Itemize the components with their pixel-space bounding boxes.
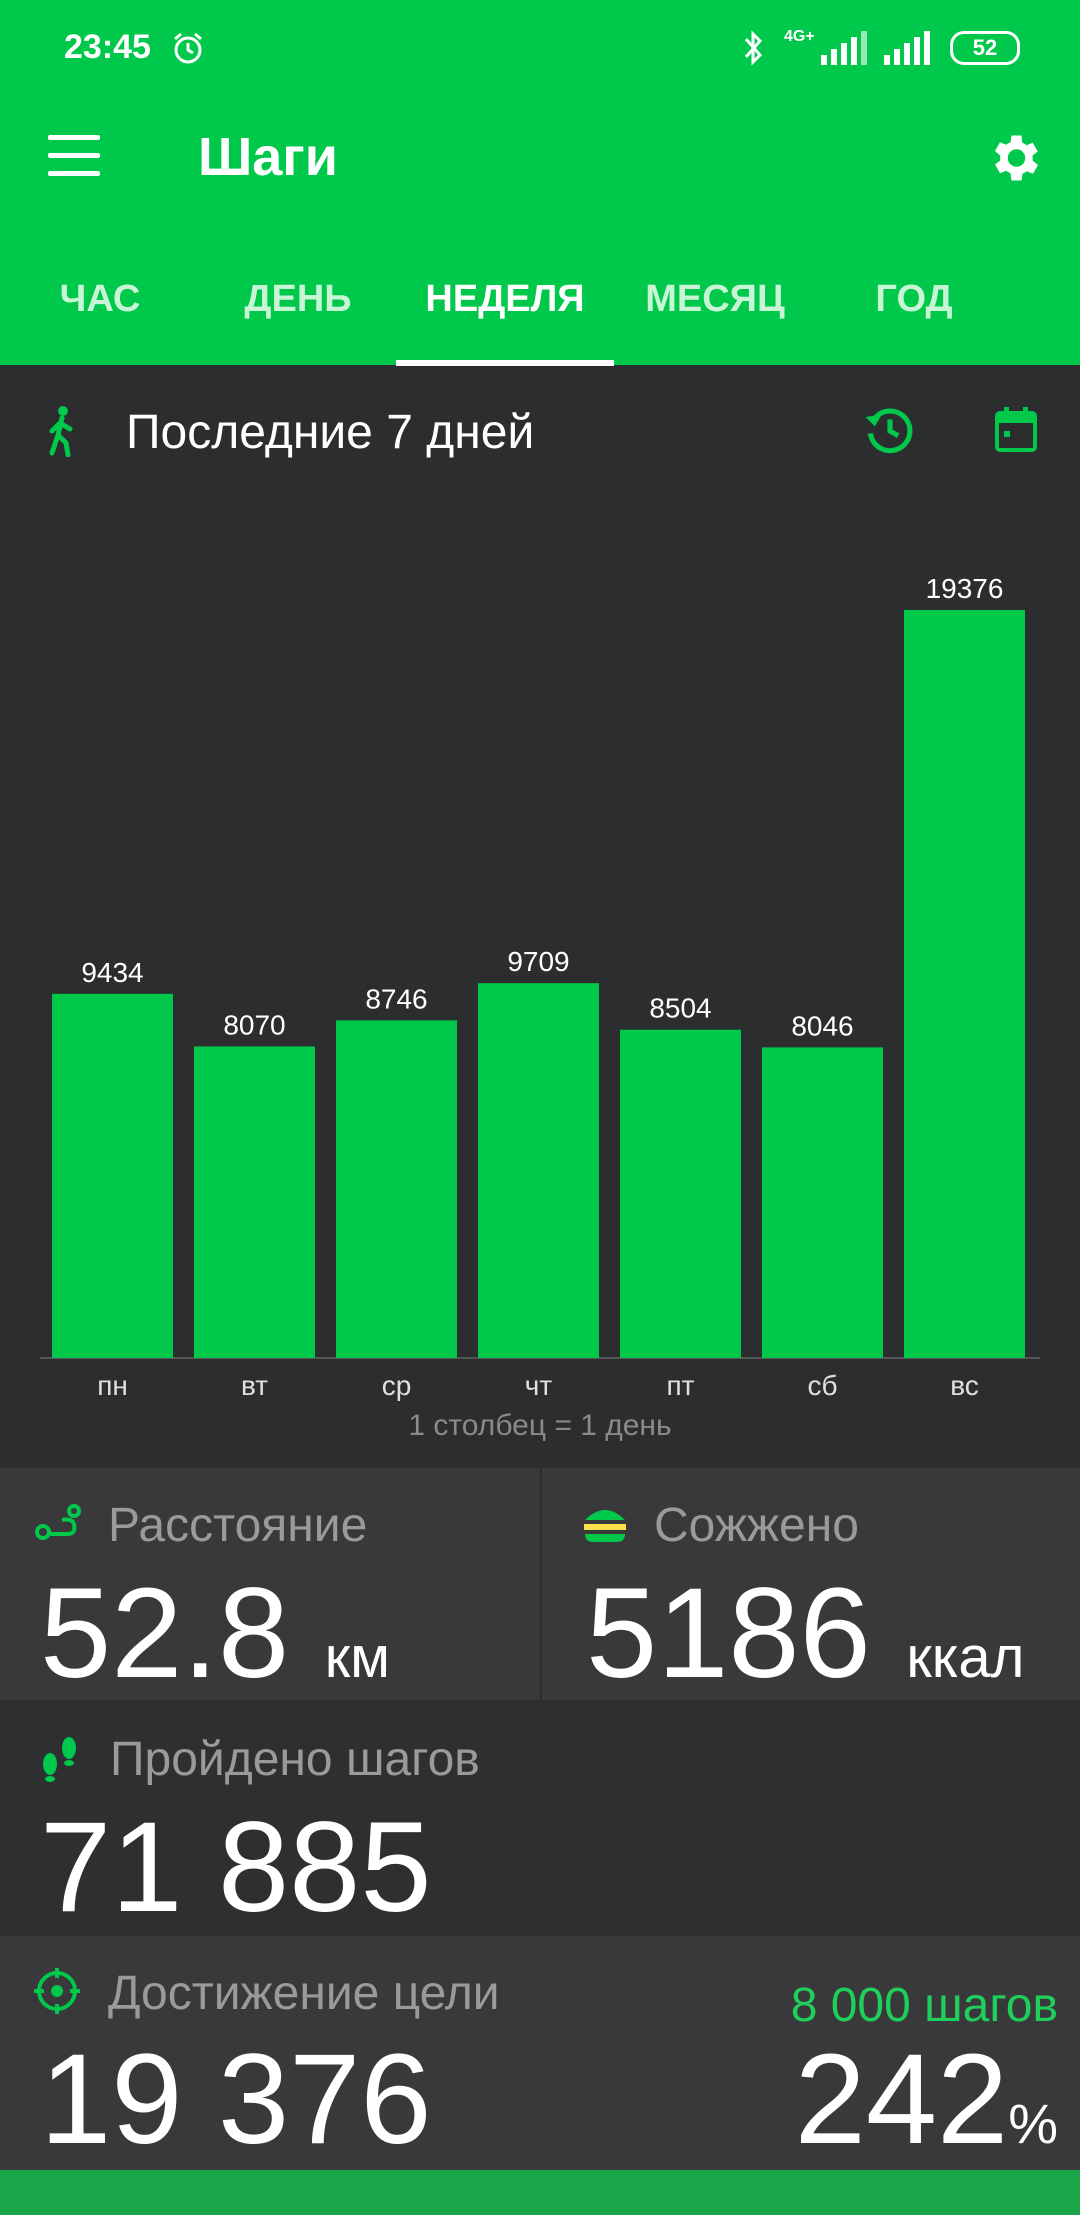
battery-level: 52 xyxy=(972,35,998,60)
tab-month[interactable]: МЕСЯЦ xyxy=(645,278,785,320)
distance-value: 52.8 xyxy=(40,1562,290,1705)
history-icon[interactable] xyxy=(862,403,918,459)
bar-пт[interactable] xyxy=(620,1029,741,1358)
burger-icon xyxy=(584,1510,626,1542)
calories-unit: ккал xyxy=(906,1625,1025,1690)
x-tick-label: вс xyxy=(950,1370,979,1401)
bar-value-label: 19376 xyxy=(926,573,1004,604)
walking-person-icon xyxy=(49,406,73,457)
tab-week[interactable]: НЕДЕЛЯ xyxy=(425,278,585,320)
signal-icon xyxy=(821,31,868,65)
x-tick-label: сб xyxy=(807,1370,837,1401)
bluetooth-icon xyxy=(744,30,762,66)
calendar-icon[interactable] xyxy=(994,405,1038,453)
goal-percent-sign: % xyxy=(1008,2092,1058,2155)
calories-value: 5186 xyxy=(586,1562,871,1705)
bar-вс[interactable] xyxy=(904,610,1025,1358)
range-title: Последние 7 дней xyxy=(126,406,535,459)
tab-year[interactable]: ГОД xyxy=(875,278,953,320)
signal-icon-2 xyxy=(883,31,930,65)
goal-card: Достижение цели 8 000 шагов 19 376 242% xyxy=(0,1936,1080,2170)
menu-button[interactable] xyxy=(48,135,104,179)
steps-value: 71 885 xyxy=(40,1796,432,1939)
distance-card: Расстояние 52.8 км xyxy=(0,1468,540,1700)
bar-вт[interactable] xyxy=(194,1046,315,1358)
bar-чт[interactable] xyxy=(478,983,599,1358)
bar-пн[interactable] xyxy=(52,993,173,1358)
app-bar: 23:45 4G+ 52 xyxy=(0,0,1080,366)
target-icon xyxy=(34,1968,80,2014)
bar-ср[interactable] xyxy=(336,1020,457,1358)
tab-hour[interactable]: ЧАС xyxy=(59,278,141,320)
distance-unit: км xyxy=(324,1625,390,1690)
network-type: 4G+ xyxy=(783,28,815,45)
x-tick-label: пт xyxy=(667,1370,695,1401)
calories-label: Сожжено xyxy=(654,1499,859,1552)
x-tick-label: пн xyxy=(97,1370,128,1401)
x-tick-label: чт xyxy=(525,1370,553,1401)
status-bar: 23:45 4G+ 52 xyxy=(0,0,1080,100)
tab-indicator xyxy=(396,360,614,366)
status-icons: 4G+ 52 xyxy=(738,28,1020,68)
bar-value-label: 8504 xyxy=(649,993,711,1024)
distance-value-row: 52.8 км xyxy=(40,1570,390,1698)
chart-footnote: 1 столбец = 1 день xyxy=(408,1409,671,1442)
calories-card: Сожжено 5186 ккал xyxy=(542,1468,1080,1700)
bar-value-label: 9434 xyxy=(81,957,143,988)
route-icon xyxy=(35,1504,81,1540)
tab-day[interactable]: ДЕНЬ xyxy=(244,278,352,320)
battery-indicator: 52 xyxy=(950,31,1020,65)
steps-label: Пройдено шагов xyxy=(110,1733,480,1786)
settings-gear-icon[interactable] xyxy=(984,128,1044,188)
range-header: Последние 7 дней xyxy=(0,375,1080,495)
page-title: Шаги xyxy=(198,127,338,187)
bar-value-label: 8746 xyxy=(365,983,427,1014)
x-tick-label: ср xyxy=(382,1370,412,1401)
x-tick-label: вт xyxy=(241,1370,268,1401)
goal-target: 8 000 шагов xyxy=(790,1979,1058,2032)
steps-card: Пройдено шагов 71 885 xyxy=(0,1702,1080,1934)
goal-label: Достижение цели xyxy=(108,1967,500,2020)
bar-value-label: 8070 xyxy=(223,1009,285,1040)
bar-value-label: 8046 xyxy=(791,1010,853,1041)
weekly-steps-chart: 9434 пн 8070 вт 8746 ср 9709 чт 8504 пт 8046 сб 1937… xyxy=(40,573,1040,1442)
calories-value-row: 5186 ккал xyxy=(586,1570,1024,1698)
bottom-accent-bar xyxy=(0,2170,1080,2215)
distance-label: Расстояние xyxy=(108,1499,368,1552)
alarm-icon xyxy=(174,32,202,64)
period-tabs: ЧАС ДЕНЬ НЕДЕЛЯ МЕСЯЦ ГОД xyxy=(0,270,1080,366)
goal-percent: 242 xyxy=(794,2028,1009,2171)
status-time: 23:45 xyxy=(64,28,151,66)
bar-value-label: 9709 xyxy=(507,946,569,977)
bar-сб[interactable] xyxy=(762,1047,883,1358)
goal-percent-row: 242% xyxy=(795,2036,1058,2164)
goal-value: 19 376 xyxy=(40,2028,432,2171)
footprints-icon xyxy=(43,1737,76,1782)
